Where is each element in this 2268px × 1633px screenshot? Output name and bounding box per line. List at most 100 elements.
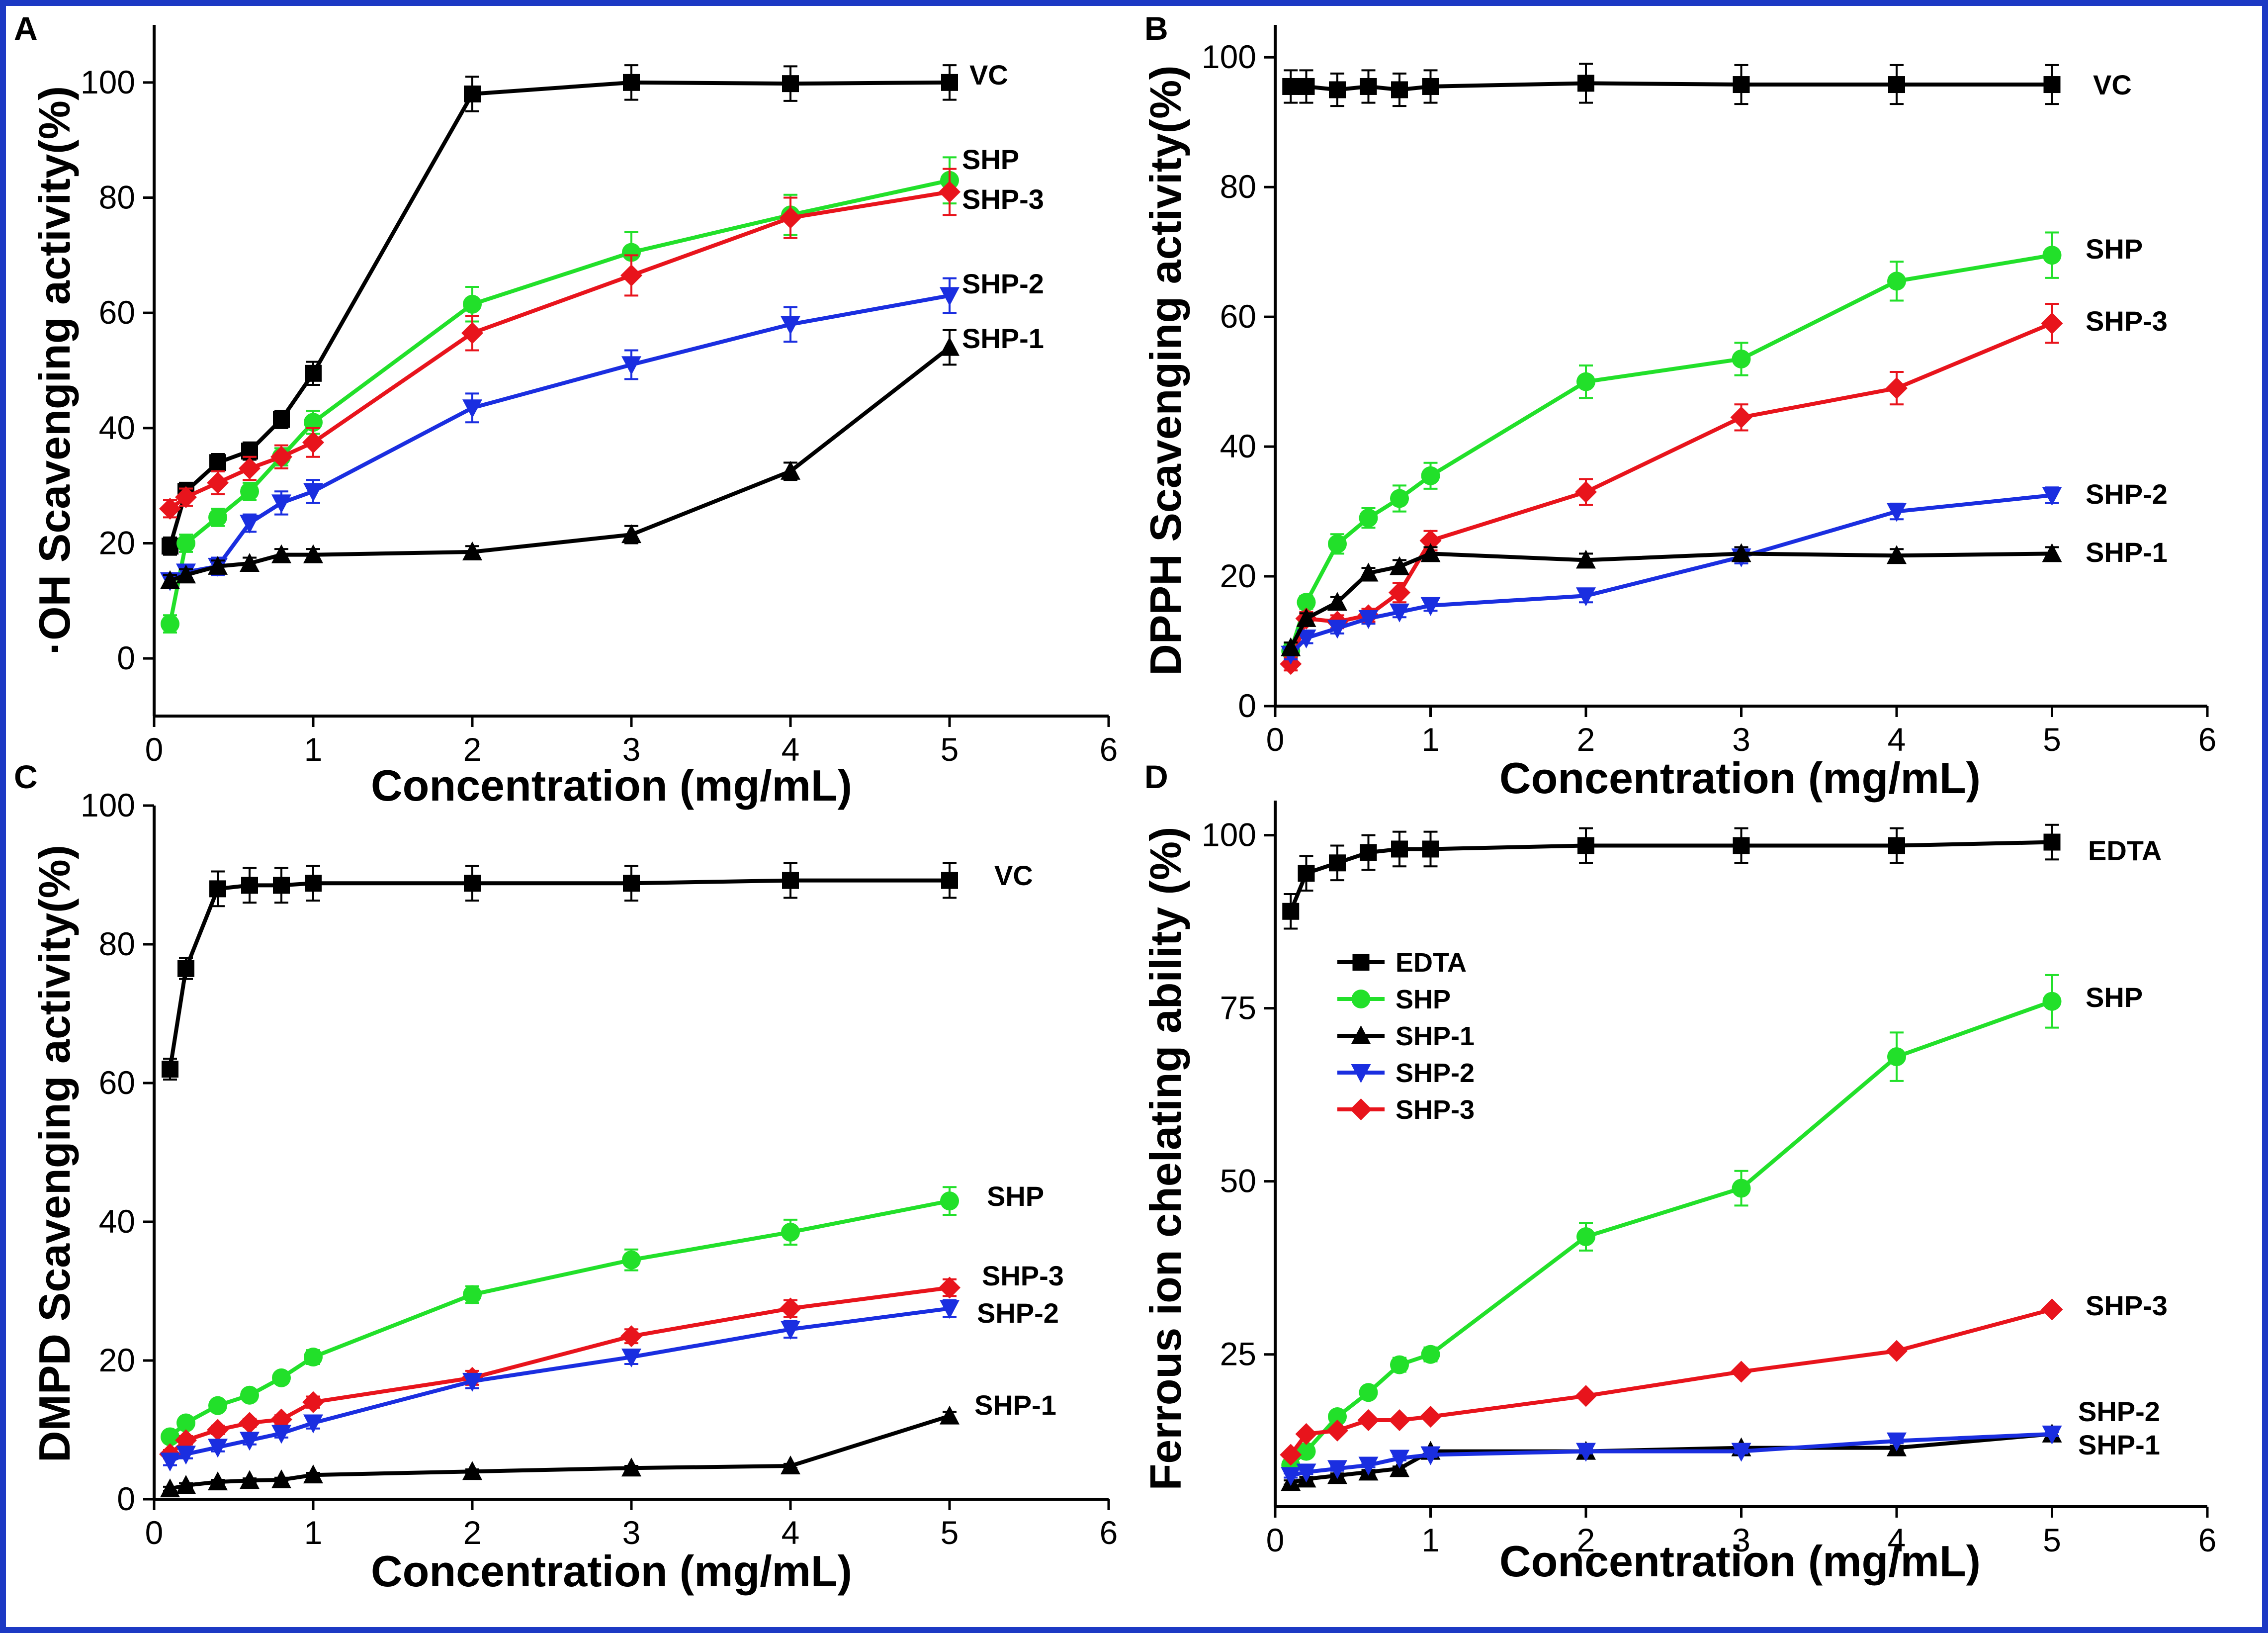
data-point	[620, 1325, 642, 1348]
y-tick-label: 40	[1220, 428, 1256, 464]
series-label: SHP-3	[2086, 1290, 2168, 1321]
panel-d: D 0 1 2 3 4 5 6 25 50 75 100 Concentration (mg/mL) Fe…	[1141, 758, 2216, 1586]
series-line	[168, 80, 950, 547]
data-point	[2041, 1298, 2063, 1321]
data-point	[1575, 481, 1597, 503]
data-point	[622, 1250, 641, 1270]
legend-label: SHP-2	[1396, 1058, 1475, 1088]
series-label: SHP-2	[2086, 478, 2168, 510]
data-point	[176, 564, 196, 584]
data-point	[1298, 78, 1315, 95]
series-shp-1: SHP-1	[160, 1389, 1056, 1498]
data-point	[272, 1368, 291, 1387]
y-tick-label: 60	[1220, 298, 1256, 335]
data-point	[1887, 272, 1906, 291]
x-tick-label: 5	[2043, 1522, 2061, 1558]
data-point	[240, 1432, 260, 1451]
data-point	[462, 1372, 482, 1392]
y-axis-title: ·OH Scavenging activity(%)	[30, 86, 79, 655]
x-axis-title: Concentration (mg/mL)	[1499, 1537, 1981, 1586]
series-label: VC	[2093, 69, 2132, 100]
y-tick-label: 20	[1220, 557, 1256, 594]
data-point	[1327, 592, 1347, 611]
data-point	[271, 1469, 291, 1488]
series-shp-3: SHP-3	[159, 168, 1044, 520]
data-point	[302, 1391, 324, 1413]
x-tick-label: 0	[1266, 721, 1285, 758]
x-tick-label: 4	[1888, 721, 1906, 758]
data-point	[305, 875, 322, 892]
data-point	[1420, 1446, 1441, 1465]
series-label: SHP-1	[974, 1389, 1056, 1421]
data-point	[623, 74, 640, 91]
data-point	[1887, 545, 1907, 564]
series-line	[1289, 551, 2052, 649]
series-line	[170, 1414, 951, 1491]
y-tick-label: 100	[1202, 816, 1256, 853]
data-point	[1358, 562, 1379, 582]
data-point	[1296, 630, 1316, 648]
series-shp-2: SHP-2	[1281, 478, 2168, 665]
x-tick-label: 2	[463, 1514, 482, 1551]
legend-marker	[1351, 1025, 1371, 1044]
data-point	[209, 880, 226, 898]
data-point	[1576, 587, 1596, 607]
data-point	[941, 74, 958, 91]
data-point	[461, 322, 483, 344]
data-point	[1390, 603, 1409, 623]
data-point	[1390, 556, 1409, 575]
data-point	[1733, 76, 1750, 93]
data-point	[176, 1413, 195, 1433]
y-tick-label: 75	[1220, 990, 1256, 1026]
data-point	[1888, 837, 1905, 854]
data-point	[940, 1191, 959, 1211]
data-point	[1282, 78, 1300, 95]
data-point	[781, 316, 800, 335]
data-point	[2042, 486, 2062, 506]
data-point	[1732, 349, 1751, 368]
data-point	[2042, 992, 2062, 1011]
series-shp-3: SHP-3	[159, 1260, 1064, 1465]
data-point	[2041, 312, 2063, 335]
series-line	[1289, 493, 2052, 656]
data-point	[464, 86, 481, 102]
x-tick-label: 1	[304, 1514, 323, 1551]
data-point	[161, 614, 179, 634]
data-point	[208, 1439, 228, 1458]
data-point	[162, 538, 178, 555]
data-point	[208, 1396, 227, 1415]
data-point	[780, 207, 801, 229]
data-point	[464, 875, 481, 892]
x-tick-label: 5	[941, 731, 959, 768]
data-point	[621, 524, 641, 544]
data-point	[209, 454, 226, 471]
data-point	[302, 431, 324, 454]
y-tick-label: 40	[99, 1203, 135, 1240]
series-vc: VC	[1282, 63, 2132, 107]
y-tick-label: 100	[1202, 38, 1256, 75]
data-point	[2042, 246, 2062, 265]
x-tick-label: 6	[2198, 721, 2217, 758]
x-tick-label: 0	[145, 731, 164, 768]
x-tick-label: 0	[1266, 1522, 1285, 1558]
series-shp-1: SHP-1	[1281, 537, 2168, 656]
series-shp-1: SHP-1	[160, 323, 1044, 589]
series-shp-2: SHP-2	[160, 268, 1044, 591]
data-point	[176, 534, 195, 553]
x-tick-label: 1	[1421, 721, 1440, 758]
data-point	[1887, 1047, 1906, 1067]
data-point	[1421, 1345, 1440, 1364]
legend-marker	[1350, 1098, 1372, 1120]
panel-letter: D	[1144, 758, 1168, 795]
data-point	[621, 356, 641, 375]
data-point	[1327, 620, 1347, 639]
data-point	[1420, 597, 1441, 616]
x-tick-label: 2	[1577, 721, 1595, 758]
data-point	[1576, 1443, 1596, 1462]
data-point	[208, 508, 227, 527]
data-point	[1390, 1355, 1409, 1374]
data-point	[1576, 1227, 1595, 1247]
legend-marker	[1351, 1064, 1371, 1083]
data-point	[1576, 549, 1596, 569]
y-tick-label: 60	[99, 294, 135, 331]
